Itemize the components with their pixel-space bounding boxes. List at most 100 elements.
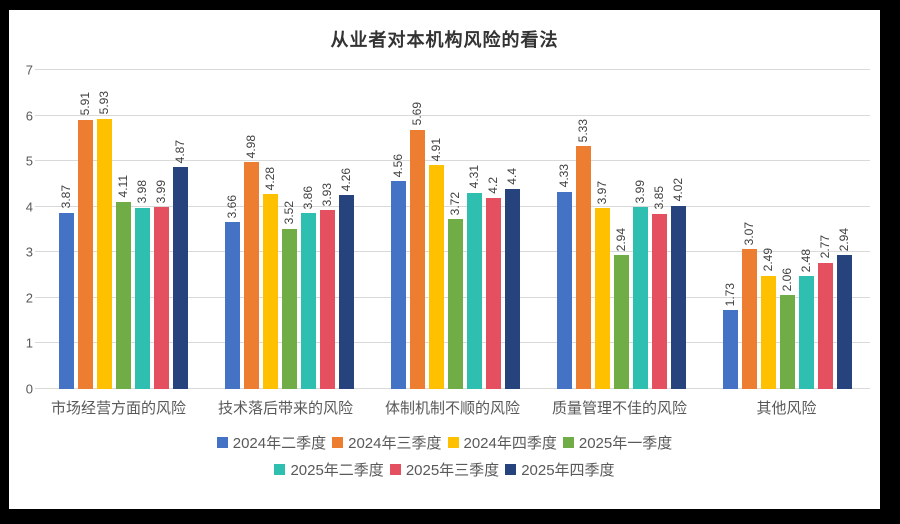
bar-value-label: 4.98 [244, 134, 259, 159]
bar [556, 191, 572, 389]
legend-swatch-icon [505, 464, 517, 475]
bar-column: 3.87 [59, 70, 75, 389]
bar-column: 3.85 [651, 70, 667, 389]
bar-column: 4.26 [339, 70, 355, 389]
bar [447, 219, 463, 389]
y-tick-label: 1 [25, 335, 33, 351]
legend-label: 2025年三季度 [405, 462, 500, 479]
legend-item: 2025年三季度 [388, 459, 501, 480]
y-tick-label: 3 [25, 244, 33, 260]
bar-column: 3.66 [225, 70, 241, 389]
bar [760, 275, 776, 389]
bar [485, 197, 501, 389]
bar-value-label: 3.99 [154, 179, 169, 204]
bar-value-label: 3.86 [301, 185, 316, 210]
legend-swatch-icon [447, 437, 459, 448]
bar-column: 2.49 [760, 70, 776, 389]
bar-value-label: 5.93 [97, 91, 112, 115]
bar-column: 4.2 [485, 70, 501, 389]
bar-value-label: 3.87 [59, 185, 74, 209]
bar-column: 2.48 [798, 70, 814, 389]
y-tick-label: 0 [25, 381, 33, 397]
bar-value-label: 4.02 [670, 178, 685, 202]
bar-column: 3.99 [154, 70, 170, 389]
legend-row: 2025年二季度 2025年三季度 2025年四季度 [9, 459, 880, 480]
bar [339, 194, 355, 389]
bar-column: 4.91 [428, 70, 444, 389]
bar-column: 3.97 [594, 70, 610, 389]
legend-item: 2024年三季度 [330, 432, 443, 453]
legend-label: 2024年二季度 [232, 435, 327, 452]
bar-value-label: 5.69 [409, 102, 424, 126]
bar-value-label: 4.33 [556, 164, 571, 188]
bar-column: 4.33 [556, 70, 572, 389]
bar [59, 212, 75, 389]
gridline [35, 160, 870, 162]
bar-group: 4.56 5.69 4.91 3.72 4.31 4.2 4.4 [373, 70, 539, 389]
bar-value-label: 4.87 [173, 139, 188, 164]
gridline [35, 114, 870, 116]
bar [575, 146, 591, 389]
bar-column: 2.94 [613, 70, 629, 389]
bar-column: 5.33 [575, 70, 591, 389]
bar-value-label: 3.97 [594, 180, 609, 205]
bar-column: 3.93 [320, 70, 336, 389]
legend: 2024年二季度 2024年三季度 2024年四季度 2025年一季度 2025年二季度… [9, 432, 880, 480]
bar-value-label: 4.2 [485, 176, 500, 194]
bar-group: 4.33 5.33 3.97 2.94 3.99 3.85 4.02 [538, 70, 704, 389]
legend-swatch-icon [274, 464, 286, 475]
bar-column: 4.98 [244, 70, 260, 389]
bar-value-label: 2.94 [613, 227, 628, 252]
bar [409, 129, 425, 389]
bar-column: 5.91 [78, 70, 94, 389]
y-tick-label: 6 [25, 108, 33, 124]
x-category-label: 其他风险 [756, 400, 817, 417]
bar-column: 4.11 [116, 70, 132, 389]
y-tick-label: 7 [25, 62, 33, 78]
bar-value-label: 4.11 [116, 175, 131, 198]
bar-column: 5.69 [409, 70, 425, 389]
bar-value-label: 5.91 [78, 92, 93, 116]
plot-area: 3.87 5.91 5.93 4.11 3.98 3.99 4.87 3.66 4.98 4.28… [35, 69, 870, 389]
legend-label: 2024年三季度 [348, 435, 442, 452]
bar [466, 192, 482, 389]
bar-group: 1.73 3.07 2.49 2.06 2.48 2.77 2.94 [704, 70, 870, 389]
chart-title: 从业者对本机构风险的看法 [330, 30, 559, 50]
bar [428, 165, 444, 389]
x-category-label: 技术落后带来的风险 [217, 400, 353, 417]
bar [390, 181, 406, 389]
bar [320, 209, 336, 389]
bar-column: 3.98 [135, 70, 151, 389]
bar [135, 207, 151, 389]
bar-column: 4.4 [504, 70, 520, 389]
bar [594, 208, 610, 389]
legend-swatch-icon [389, 464, 401, 475]
bar [301, 213, 317, 389]
bar [97, 118, 113, 389]
legend-item: 2025年一季度 [561, 432, 674, 453]
legend-item: 2025年二季度 [272, 459, 385, 480]
bar [173, 167, 189, 389]
bar-column: 4.28 [263, 70, 279, 389]
bar [78, 119, 94, 389]
bar-value-label: 3.52 [282, 201, 297, 225]
bar-value-label: 4.4 [504, 167, 519, 185]
legend-label: 2025年二季度 [290, 462, 384, 479]
bar-value-label: 2.94 [836, 227, 851, 252]
bar [722, 310, 738, 389]
bar-value-label: 3.66 [225, 194, 240, 219]
bar-value-label: 4.91 [428, 137, 443, 162]
bar-value-label: 3.85 [651, 186, 666, 210]
legend-swatch-icon [332, 437, 344, 448]
bar-column: 2.94 [836, 70, 852, 389]
bar-value-label: 4.26 [339, 167, 354, 191]
bar [798, 275, 814, 389]
bar [651, 213, 667, 389]
y-tick-label: 2 [25, 290, 33, 306]
bar-value-label: 4.31 [466, 165, 481, 189]
bar [225, 222, 241, 389]
x-category-label: 体制机制不顺的风险 [384, 400, 520, 417]
legend-label: 2025年一季度 [578, 435, 673, 452]
bar [670, 205, 686, 389]
